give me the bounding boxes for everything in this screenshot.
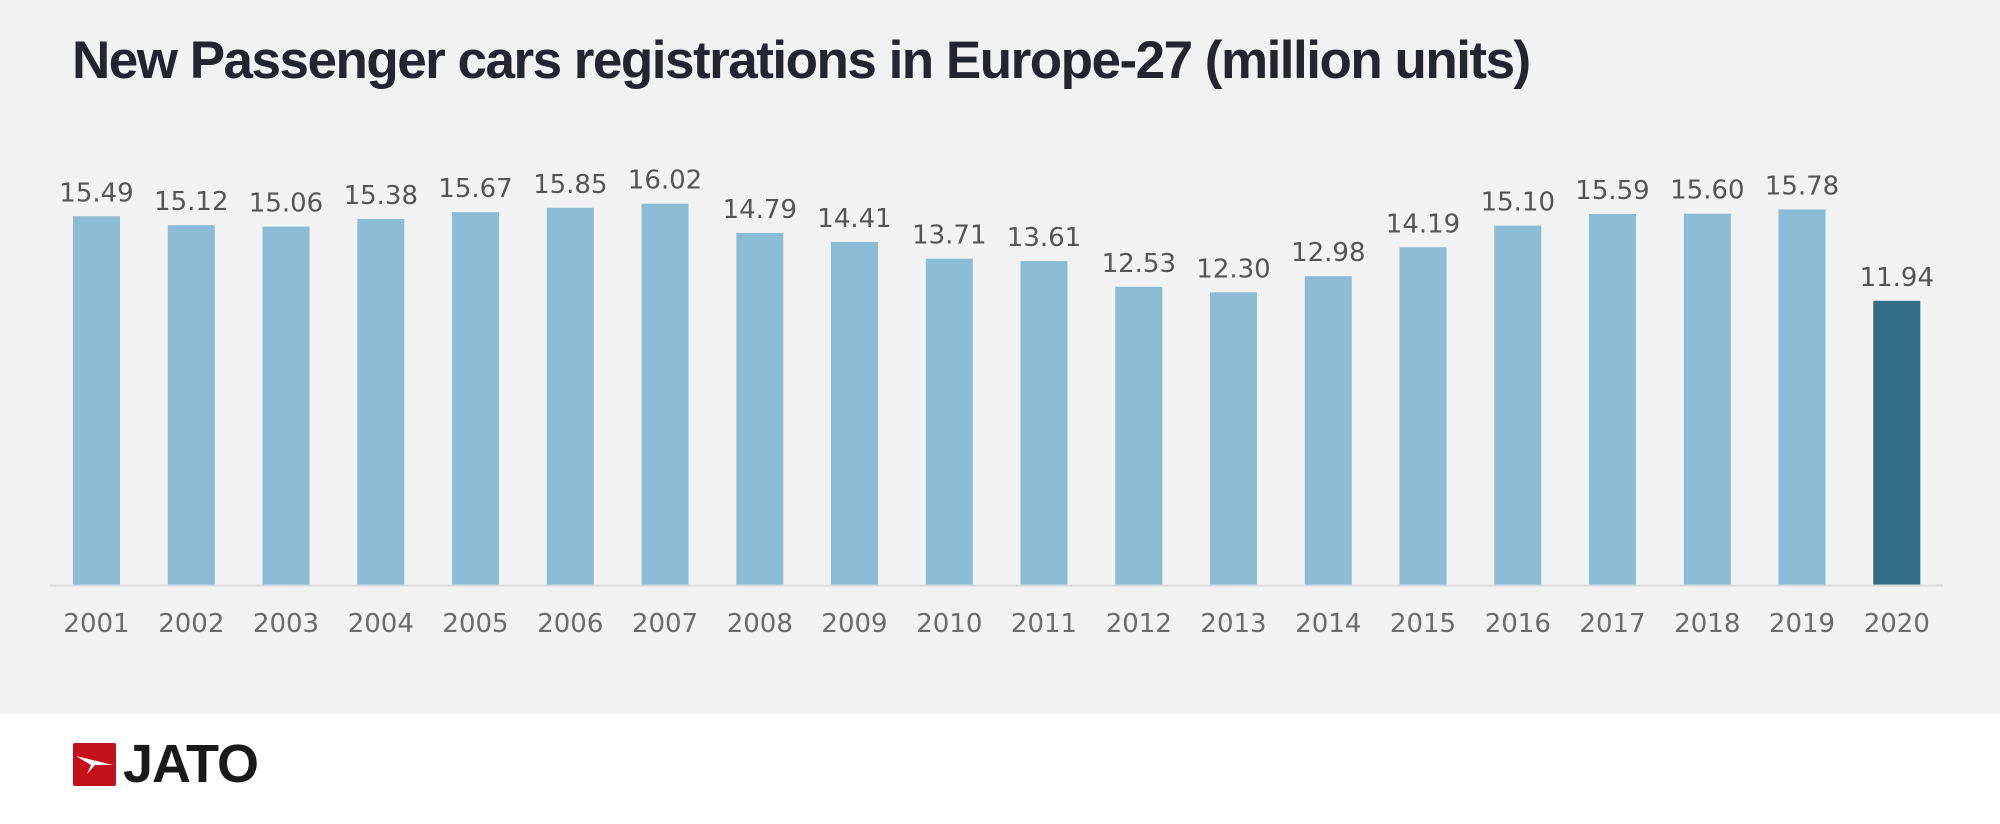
x-tick-2009: 2009 (821, 609, 887, 639)
x-tick-2018: 2018 (1674, 609, 1740, 639)
data-label-2011: 13.61 (1007, 223, 1081, 253)
jato-arrow-icon (73, 742, 116, 786)
x-tick-2004: 2004 (348, 609, 414, 639)
data-labels-group: 15.49 15.12 15.06 15.38 15.67 15.85 16.02 14.79… (59, 166, 1934, 293)
x-tick-2005: 2005 (442, 609, 508, 639)
x-tick-labels-group: 2001 2002 2003 2004 2005 2006 2007 2008 2009 2010… (63, 609, 1929, 639)
bar-2003 (262, 226, 310, 585)
data-label-2001: 15.49 (59, 178, 133, 208)
chart-panel (0, 0, 2000, 714)
data-label-2008: 14.79 (723, 195, 797, 225)
bar-2011 (1020, 261, 1068, 585)
brand-name: JATO (123, 734, 259, 794)
x-tick-2001: 2001 (63, 609, 129, 639)
x-tick-2019: 2019 (1769, 609, 1835, 639)
x-tick-2020: 2020 (1864, 609, 1930, 639)
data-label-2017: 15.59 (1575, 176, 1649, 206)
data-label-2010: 13.71 (912, 221, 986, 251)
bar-2020 (1873, 300, 1921, 585)
bar-2010 (925, 258, 973, 585)
data-label-2020: 11.94 (1860, 263, 1934, 293)
bar-2001 (73, 216, 120, 586)
data-label-2006: 15.85 (533, 170, 607, 200)
x-tick-2012: 2012 (1106, 609, 1172, 639)
arrow-glyph (76, 755, 113, 774)
bar-2004 (357, 219, 405, 585)
data-label-2014: 12.98 (1291, 238, 1365, 268)
bars-group (73, 203, 1921, 586)
data-label-2003: 15.06 (249, 189, 323, 219)
bar-2019 (1778, 209, 1826, 585)
data-label-2018: 15.60 (1670, 176, 1744, 206)
bar-2013 (1210, 292, 1257, 585)
jato-logo: JATO (73, 734, 259, 794)
data-label-2009: 14.41 (817, 204, 891, 234)
bar-2008 (736, 233, 784, 585)
bar-2014 (1304, 276, 1352, 585)
x-tick-2003: 2003 (253, 609, 319, 639)
data-label-2002: 15.12 (154, 187, 228, 217)
bar-2015 (1399, 247, 1447, 586)
x-tick-2015: 2015 (1390, 609, 1456, 639)
x-tick-2017: 2017 (1579, 609, 1645, 639)
data-label-2015: 14.19 (1386, 209, 1460, 239)
data-label-2007: 16.02 (628, 166, 702, 196)
data-label-2012: 12.53 (1102, 249, 1176, 279)
bar-2002 (167, 225, 215, 585)
bar-2009 (831, 242, 878, 585)
data-label-2005: 15.67 (438, 174, 512, 204)
footer (0, 714, 2000, 824)
bar-2018 (1683, 213, 1731, 585)
data-label-2004: 15.38 (344, 181, 418, 211)
bar-2005 (452, 212, 499, 585)
x-tick-2016: 2016 (1485, 609, 1551, 639)
x-tick-2007: 2007 (632, 609, 698, 639)
bar-2007 (641, 203, 689, 585)
x-tick-2008: 2008 (727, 609, 793, 639)
chart-title: New Passenger cars registrations in Euro… (72, 31, 1531, 90)
data-label-2019: 15.78 (1765, 171, 1839, 201)
x-tick-2014: 2014 (1295, 609, 1361, 639)
data-label-2016: 15.10 (1481, 188, 1555, 218)
x-tick-2013: 2013 (1200, 609, 1266, 639)
bar-chart: 15.49 15.12 15.06 15.38 15.67 15.85 16.02 14.79… (50, 166, 1943, 639)
x-tick-2010: 2010 (916, 609, 982, 639)
bar-2012 (1115, 286, 1163, 585)
bar-2006 (546, 207, 594, 586)
x-tick-2006: 2006 (537, 609, 603, 639)
x-tick-2011: 2011 (1011, 609, 1077, 639)
data-label-2013: 12.30 (1196, 254, 1270, 284)
x-tick-2002: 2002 (158, 609, 224, 639)
bar-2016 (1494, 225, 1542, 585)
bar-2017 (1589, 214, 1636, 585)
